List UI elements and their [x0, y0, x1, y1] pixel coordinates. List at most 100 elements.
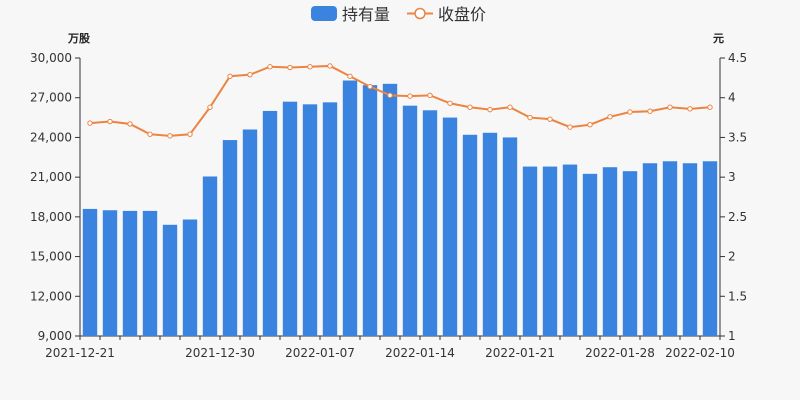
- x-tick-label: 2021-12-21: [45, 346, 115, 360]
- price-point[interactable]: [147, 131, 153, 137]
- price-point[interactable]: [707, 104, 713, 110]
- price-point[interactable]: [587, 122, 593, 128]
- y-left-tick-label: 21,000: [30, 170, 72, 184]
- price-point[interactable]: [667, 104, 673, 110]
- bar-holding[interactable]: [262, 110, 278, 336]
- bar-holding[interactable]: [562, 164, 578, 336]
- price-point[interactable]: [227, 73, 233, 79]
- price-point[interactable]: [267, 64, 273, 70]
- x-tick-label: 2022-02-10: [665, 346, 735, 360]
- bar-holding[interactable]: [362, 85, 378, 336]
- price-point[interactable]: [647, 108, 653, 114]
- y-left-tick-label: 24,000: [30, 130, 72, 144]
- bar-holding[interactable]: [702, 161, 718, 336]
- price-point[interactable]: [567, 124, 573, 130]
- legend: 持有量 收盘价: [311, 5, 486, 24]
- price-point[interactable]: [307, 64, 313, 70]
- axes: 9,000 12,000 15,000 18,000 21,000 24,000 27,00…: [30, 51, 747, 360]
- bar-series: [82, 80, 718, 337]
- price-point[interactable]: [687, 106, 693, 112]
- bar-holding[interactable]: [382, 83, 398, 336]
- y-right-tick-label: 2: [728, 250, 736, 264]
- price-point[interactable]: [407, 93, 413, 99]
- y-right-tick-label: 4.5: [728, 51, 747, 65]
- price-point[interactable]: [507, 104, 513, 110]
- y-left-tick-label: 12,000: [30, 289, 72, 303]
- bar-holding[interactable]: [202, 176, 218, 336]
- bar-holding[interactable]: [242, 129, 258, 336]
- y-right-tick-label: 1.5: [728, 289, 747, 303]
- x-tick-label: 2022-01-21: [485, 346, 555, 360]
- price-point[interactable]: [347, 73, 353, 79]
- bar-holding[interactable]: [182, 219, 198, 336]
- price-point[interactable]: [427, 92, 433, 99]
- bar-holding[interactable]: [682, 163, 698, 336]
- bar-holding[interactable]: [402, 105, 418, 337]
- y-right-unit: 元: [713, 32, 724, 45]
- x-tick-label: 2022-01-28: [585, 346, 655, 360]
- y-left-tick-label: 30,000: [30, 51, 72, 65]
- price-point[interactable]: [327, 63, 333, 69]
- bar-holding[interactable]: [462, 134, 478, 336]
- x-tick-label: 2022-01-07: [285, 346, 355, 360]
- bar-holding[interactable]: [602, 167, 618, 336]
- bar-holding[interactable]: [342, 80, 358, 336]
- bar-holding[interactable]: [542, 166, 558, 336]
- y-left-unit: 万股: [67, 32, 91, 45]
- bar-holding[interactable]: [442, 117, 458, 336]
- bar-holding[interactable]: [222, 140, 238, 336]
- price-point[interactable]: [467, 104, 473, 110]
- bar-holding[interactable]: [162, 224, 178, 336]
- price-point[interactable]: [547, 116, 553, 122]
- x-tick-label: 2021-12-30: [185, 346, 255, 360]
- bar-holding[interactable]: [502, 137, 518, 336]
- bar-holding[interactable]: [582, 173, 598, 336]
- legend-swatch-holding[interactable]: [311, 6, 337, 21]
- bar-holding[interactable]: [642, 163, 658, 336]
- bar-holding[interactable]: [142, 210, 158, 336]
- price-point[interactable]: [247, 71, 253, 78]
- price-point[interactable]: [287, 64, 293, 71]
- legend-label-price[interactable]: 收盘价: [438, 5, 486, 24]
- price-point[interactable]: [127, 121, 133, 127]
- price-point[interactable]: [527, 114, 533, 121]
- bar-holding[interactable]: [422, 110, 438, 337]
- price-point[interactable]: [167, 133, 173, 139]
- line-series: [87, 63, 713, 139]
- y-left-tick-label: 27,000: [30, 91, 72, 105]
- y-right-tick-label: 3: [728, 170, 736, 184]
- price-point[interactable]: [187, 131, 193, 137]
- y-right-tick-label: 3.5: [728, 130, 747, 144]
- price-point[interactable]: [487, 106, 493, 113]
- bar-holding[interactable]: [522, 166, 538, 336]
- bar-holding[interactable]: [482, 132, 498, 336]
- price-point[interactable]: [107, 118, 113, 125]
- price-point[interactable]: [87, 120, 93, 126]
- bar-holding[interactable]: [102, 210, 118, 336]
- bar-holding[interactable]: [302, 104, 318, 336]
- y-left-tick-label: 9,000: [38, 329, 72, 343]
- legend-label-holding[interactable]: 持有量: [342, 5, 390, 24]
- y-right-tick-label: 4: [728, 91, 736, 105]
- bar-holding[interactable]: [322, 102, 338, 336]
- price-point[interactable]: [447, 100, 453, 106]
- price-point[interactable]: [387, 92, 393, 99]
- x-tick-label: 2022-01-14: [385, 346, 455, 360]
- y-left-tick-label: 18,000: [30, 210, 72, 224]
- y-right-tick-label: 2.5: [728, 210, 747, 224]
- bar-holding[interactable]: [82, 208, 98, 336]
- price-point[interactable]: [207, 104, 213, 110]
- bar-holding[interactable]: [282, 101, 298, 336]
- bar-holding[interactable]: [622, 171, 638, 336]
- legend-swatch-price-dot[interactable]: [414, 7, 426, 20]
- y-right-tick-label: 1: [728, 329, 736, 343]
- bar-holding[interactable]: [122, 210, 138, 336]
- price-point[interactable]: [627, 109, 633, 115]
- price-line-path: [89, 64, 711, 137]
- price-point[interactable]: [607, 114, 613, 120]
- bar-holding[interactable]: [662, 161, 678, 336]
- price-point[interactable]: [367, 83, 373, 90]
- y-left-tick-label: 15,000: [30, 250, 72, 264]
